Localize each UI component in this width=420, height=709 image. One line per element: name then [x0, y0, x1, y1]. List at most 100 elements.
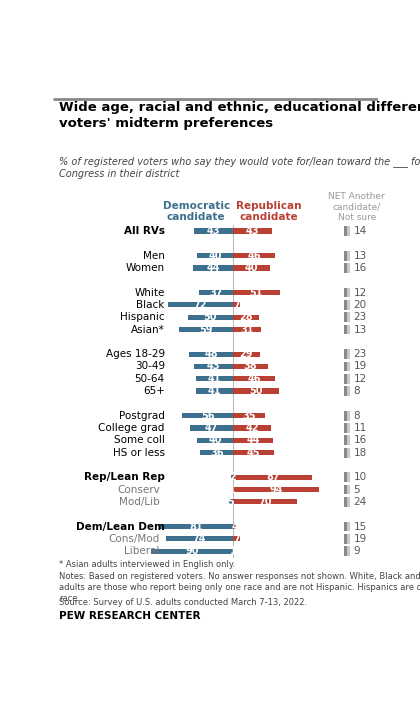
Text: 14: 14	[354, 226, 367, 236]
Text: Wide age, racial and ethnic, educational differences in
voters' midterm preferen: Wide age, racial and ethnic, educational…	[59, 101, 420, 130]
Bar	[344, 288, 347, 298]
Text: 10: 10	[354, 472, 367, 482]
Text: 8: 8	[354, 411, 360, 420]
Text: 44: 44	[206, 263, 220, 273]
Text: 23: 23	[354, 312, 367, 322]
Text: 41: 41	[208, 374, 221, 384]
Text: College grad: College grad	[98, 423, 165, 433]
Bar	[344, 374, 347, 384]
Bar	[189, 352, 233, 357]
Bar	[231, 475, 233, 480]
Bar	[233, 413, 265, 418]
Bar	[233, 315, 259, 320]
Text: 16: 16	[354, 263, 367, 273]
Text: Source: Survey of U.S. adults conducted March 7-13, 2022.: Source: Survey of U.S. adults conducted …	[59, 598, 307, 607]
Bar	[194, 364, 233, 369]
Text: Mod/Lib: Mod/Lib	[119, 497, 160, 507]
Bar	[168, 302, 233, 308]
Bar	[347, 485, 350, 494]
Bar	[233, 549, 234, 554]
Text: Asian*: Asian*	[131, 325, 165, 335]
Text: 1: 1	[230, 546, 237, 556]
Bar	[233, 302, 239, 308]
Bar	[344, 522, 347, 532]
Bar	[344, 325, 347, 335]
Bar	[196, 376, 233, 381]
Bar	[233, 437, 273, 443]
Bar	[344, 350, 347, 359]
Text: 8: 8	[354, 386, 360, 396]
Bar	[233, 327, 261, 332]
Text: HS or less: HS or less	[113, 447, 165, 457]
Text: 5: 5	[354, 484, 360, 495]
Text: 50-64: 50-64	[135, 374, 165, 384]
Bar	[182, 413, 233, 418]
Bar	[188, 315, 233, 320]
Text: 90: 90	[185, 546, 199, 556]
Text: Men: Men	[143, 250, 165, 261]
Text: Dem/Lean Dem: Dem/Lean Dem	[76, 522, 165, 532]
Bar	[347, 312, 350, 322]
Bar	[347, 374, 350, 384]
Bar	[347, 534, 350, 544]
Bar	[151, 549, 233, 554]
Bar	[347, 263, 350, 273]
Bar	[347, 300, 350, 310]
Text: 13: 13	[354, 325, 367, 335]
Text: 42: 42	[246, 423, 259, 433]
Text: All RVs: All RVs	[124, 226, 165, 236]
Bar	[347, 435, 350, 445]
Bar	[233, 475, 312, 480]
Bar	[233, 524, 237, 529]
Text: 50: 50	[249, 386, 262, 396]
Bar	[344, 312, 347, 322]
Bar	[347, 522, 350, 532]
Bar	[344, 435, 347, 445]
Text: 38: 38	[244, 362, 257, 372]
Text: 40: 40	[244, 263, 258, 273]
Bar	[347, 411, 350, 420]
Text: 43: 43	[207, 226, 220, 236]
Text: Black: Black	[136, 300, 165, 310]
Bar	[344, 226, 347, 236]
Text: 24: 24	[354, 497, 367, 507]
Text: 13: 13	[354, 250, 367, 261]
Text: 20: 20	[354, 300, 367, 310]
Text: 40: 40	[208, 435, 222, 445]
Text: * Asian adults interviewed in English only.: * Asian adults interviewed in English on…	[59, 560, 235, 569]
Bar	[190, 425, 233, 430]
Bar	[344, 546, 347, 556]
Bar	[344, 447, 347, 457]
Text: Cons/Mod: Cons/Mod	[109, 534, 160, 544]
Text: 59: 59	[200, 325, 213, 335]
Bar	[166, 536, 233, 542]
Bar	[233, 228, 272, 233]
Bar	[347, 325, 350, 335]
Text: 35: 35	[242, 411, 256, 420]
Text: 46: 46	[247, 374, 261, 384]
Text: 2: 2	[229, 472, 236, 482]
Bar	[233, 536, 239, 542]
Text: 46: 46	[247, 250, 261, 261]
Text: 29: 29	[240, 349, 253, 359]
Bar	[344, 423, 347, 433]
Bar	[233, 450, 274, 455]
Text: 19: 19	[354, 534, 367, 544]
Text: 28: 28	[239, 312, 253, 322]
Bar	[347, 288, 350, 298]
Text: 36: 36	[210, 447, 223, 457]
Bar	[233, 499, 297, 505]
Text: 9: 9	[354, 546, 360, 556]
Text: PEW RESEARCH CENTER: PEW RESEARCH CENTER	[59, 611, 200, 621]
Bar	[200, 290, 233, 295]
Bar	[344, 300, 347, 310]
Bar	[344, 362, 347, 372]
Bar	[233, 389, 279, 393]
Bar	[347, 386, 350, 396]
Text: 15: 15	[354, 522, 367, 532]
Text: 50: 50	[204, 312, 217, 322]
Text: 94: 94	[269, 484, 283, 495]
Text: % of registered voters who say they would vote for/lean toward the ___ for
Congr: % of registered voters who say they woul…	[59, 156, 420, 179]
Text: 65+: 65+	[143, 386, 165, 396]
Text: White: White	[134, 288, 165, 298]
